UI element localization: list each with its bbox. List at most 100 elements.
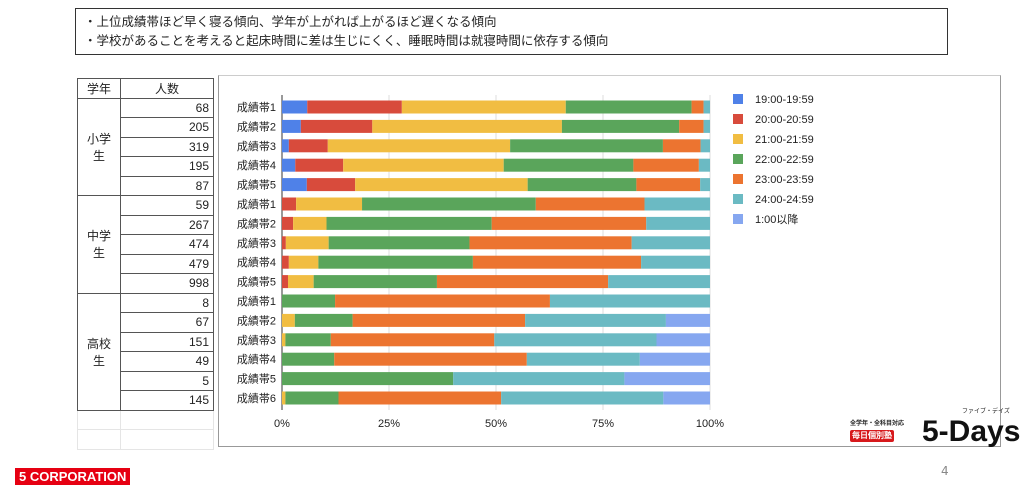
- count-cell: 87: [120, 175, 214, 196]
- grade-cell: 高校生: [77, 292, 121, 411]
- count-cell: 145: [120, 390, 214, 411]
- count-cell: 8: [120, 292, 214, 313]
- x-tick-label: 75%: [592, 418, 614, 430]
- category-label: 成績帯5: [237, 275, 276, 289]
- x-tick-label: 0%: [274, 418, 290, 430]
- category-label: 成績帯4: [237, 158, 276, 172]
- empty-cell: [77, 409, 121, 430]
- grade-cell: 中学生: [77, 195, 121, 294]
- bar-segment: [631, 236, 710, 250]
- category-label: 成績帯3: [237, 139, 276, 153]
- bar-segment: [624, 372, 710, 386]
- bar-segment: [663, 391, 710, 405]
- category-label: 成績帯4: [237, 255, 276, 269]
- table-row: 小学生 68: [77, 97, 214, 196]
- bar-segment: [343, 158, 504, 172]
- count-cell: 474: [120, 234, 214, 255]
- bar-segment: [294, 313, 353, 327]
- brand-name: 5-Days: [922, 415, 1021, 448]
- student-count-table: 学年 人数 小学生 68 205 319 195 87 中学生 59 267 474 479 998 高校…: [77, 78, 214, 450]
- legend-swatch: [733, 134, 743, 144]
- empty-row: [77, 429, 214, 450]
- brand-badge: 毎日個別塾: [850, 430, 894, 442]
- bar-segment: [362, 197, 536, 211]
- summary-line: ・学校があることを考えると起床時間に差は生じにくく、睡眠時間は就寝時間に依存する…: [84, 33, 609, 48]
- bar-segment: [352, 313, 526, 327]
- bar-segment: [282, 313, 295, 327]
- bar-segment: [282, 294, 336, 308]
- legend-label: 21:00-21:59: [755, 134, 814, 146]
- bar-segment: [288, 255, 319, 269]
- bar-segment: [662, 139, 701, 153]
- category-label: 成績帯1: [237, 197, 276, 211]
- bar-segment: [330, 333, 495, 347]
- bar-segment: [639, 352, 710, 366]
- bar-segment: [282, 333, 286, 347]
- legend-swatch: [733, 114, 743, 124]
- bar-segment: [646, 216, 710, 230]
- bar-segment: [282, 100, 308, 114]
- bar-segment: [679, 119, 704, 133]
- count-cell: 59: [120, 195, 214, 216]
- legend-swatch: [733, 154, 743, 164]
- count-cell: 67: [120, 312, 214, 333]
- category-label: 成績帯5: [237, 178, 276, 192]
- category-label: 成績帯2: [237, 216, 276, 230]
- bar-segment: [287, 275, 314, 289]
- brand-logo-5days: ファイブ・デイズ 全学年・全科目対応 毎日個別塾 5-Days: [850, 408, 1022, 450]
- bar-segment: [703, 119, 710, 133]
- count-cell: 319: [120, 136, 214, 157]
- bar-segment: [296, 197, 363, 211]
- category-label: 成績帯3: [237, 236, 276, 250]
- bar-segment: [285, 333, 331, 347]
- summary-box: ・上位成績帯ほど早く寝る傾向、学年が上がれば上がるほど遅くなる傾向 ・学校がある…: [75, 8, 948, 55]
- category-label: 成績帯5: [237, 372, 276, 386]
- bar-segment: [282, 255, 289, 269]
- count-cell: 479: [120, 253, 214, 274]
- bar-segment: [313, 275, 437, 289]
- count-cell: 5: [120, 370, 214, 391]
- brand-sub: 全学年・全科目対応: [850, 420, 905, 427]
- bar-segment: [327, 139, 511, 153]
- bar-segment: [285, 391, 339, 405]
- bar-segment: [282, 372, 454, 386]
- category-label: 成績帯4: [237, 352, 276, 366]
- table-row: 267: [78, 214, 214, 235]
- bar-segment: [527, 178, 637, 192]
- bar-segment: [282, 352, 335, 366]
- bar-segment: [285, 236, 329, 250]
- category-label: 成績帯6: [237, 391, 276, 405]
- bar-segment: [472, 255, 642, 269]
- bar-segment: [510, 139, 663, 153]
- count-cell: 998: [120, 273, 214, 294]
- bar-segment: [334, 352, 527, 366]
- legend-label: 1:00以降: [755, 212, 798, 226]
- bar-segment: [561, 119, 680, 133]
- bar-segment: [503, 158, 634, 172]
- page-number: 4: [941, 464, 949, 478]
- bar-segment: [372, 119, 562, 133]
- bar-segment: [633, 158, 699, 172]
- bar-segment: [469, 236, 632, 250]
- bar-segment: [338, 391, 502, 405]
- bar-segment: [453, 372, 625, 386]
- bar-segment: [306, 178, 356, 192]
- category-label: 成績帯1: [237, 294, 276, 308]
- bar-segment: [401, 100, 566, 114]
- bar-segment: [282, 216, 294, 230]
- count-cell: 68: [120, 97, 214, 118]
- stacked-bar-chart: 0% 25% 50% 75% 100% 成績帯1 成績帯2 成績帯3 成績帯4 成績帯5 成績帯1 成…: [237, 94, 814, 430]
- bar-segment: [491, 216, 647, 230]
- legend-label: 24:00-24:59: [755, 194, 814, 206]
- bar-segment: [318, 255, 473, 269]
- bar-segment: [665, 313, 710, 327]
- x-tick-label: 100%: [696, 418, 724, 430]
- bar-segment: [656, 333, 710, 347]
- bar-segment: [644, 197, 710, 211]
- header-grade: 学年: [77, 78, 121, 99]
- bar-segment: [282, 178, 307, 192]
- bar-segment: [526, 352, 640, 366]
- brand-kana: ファイブ・デイズ: [962, 408, 1010, 415]
- table-row: 高校生 8: [77, 292, 214, 411]
- bar-segment: [328, 236, 470, 250]
